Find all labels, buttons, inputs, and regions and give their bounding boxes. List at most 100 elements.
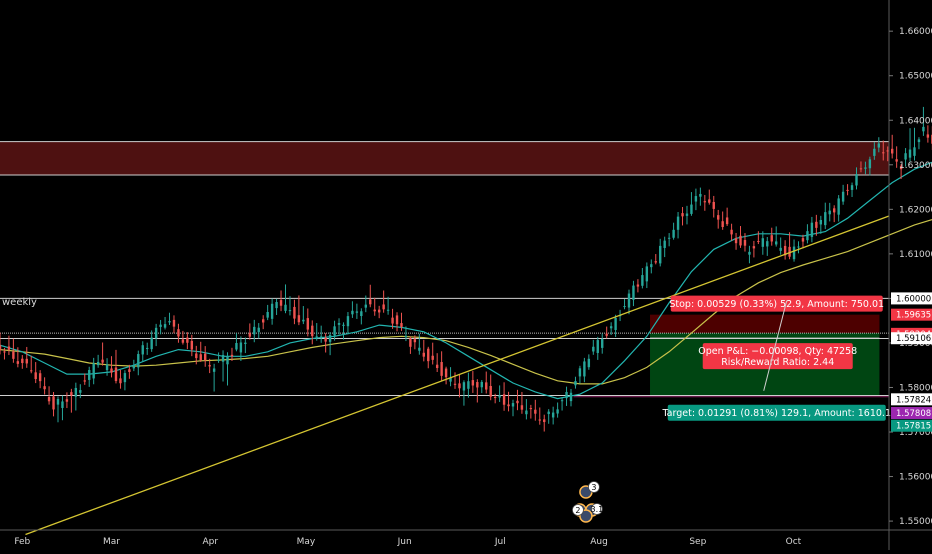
target-label: Target: 0.01291 (0.81%) 129.1, Amount: 1… bbox=[661, 408, 891, 419]
candle-body bbox=[413, 339, 417, 343]
candle-body bbox=[788, 246, 791, 257]
candle-body bbox=[663, 240, 666, 248]
time-tick-label: Oct bbox=[786, 537, 802, 547]
candle-body bbox=[783, 245, 787, 256]
candle-body bbox=[190, 340, 194, 350]
candle-body bbox=[882, 152, 885, 154]
position-connector-line bbox=[763, 300, 788, 391]
candle-body bbox=[159, 324, 162, 327]
candle-body bbox=[275, 302, 278, 309]
candle-body bbox=[34, 372, 37, 380]
candle-body bbox=[757, 240, 760, 242]
candle-body bbox=[587, 358, 591, 368]
candle-body bbox=[137, 354, 140, 368]
candle-body bbox=[609, 326, 613, 329]
candle-body bbox=[596, 340, 599, 353]
candle-body bbox=[204, 353, 207, 361]
candle-body bbox=[239, 342, 243, 353]
candle-body bbox=[748, 251, 751, 255]
candle-body bbox=[899, 166, 903, 170]
candle-body bbox=[712, 201, 715, 209]
time-tick-label: May bbox=[297, 537, 316, 547]
candle-body bbox=[230, 354, 234, 357]
candle-body bbox=[770, 235, 773, 242]
time-tick-label: Mar bbox=[103, 537, 120, 547]
candle-body bbox=[873, 148, 876, 156]
candle-body bbox=[824, 212, 827, 226]
candle-body bbox=[440, 362, 443, 376]
price-badge bbox=[891, 308, 932, 321]
candle-body bbox=[123, 373, 127, 383]
price-tick-label: 1.63000 bbox=[899, 161, 932, 171]
candle-body bbox=[703, 201, 707, 203]
candle-body bbox=[913, 147, 916, 156]
candle-body bbox=[65, 399, 69, 402]
price-tick-label: 1.66000 bbox=[899, 27, 932, 37]
candle-body bbox=[92, 363, 95, 379]
candle-body bbox=[404, 336, 408, 338]
candle-body bbox=[694, 196, 698, 202]
candle-body bbox=[422, 352, 425, 357]
candle-body bbox=[636, 284, 640, 287]
candle-body bbox=[52, 396, 55, 410]
candle-body bbox=[493, 396, 497, 398]
candle-body bbox=[373, 309, 376, 312]
candle-body bbox=[163, 324, 167, 328]
candle-body bbox=[43, 386, 46, 390]
pnl-label-line2: Risk/Reward Ratio: 2.44 bbox=[721, 357, 834, 368]
price-badge bbox=[891, 419, 932, 432]
candle-body bbox=[895, 159, 898, 162]
candle-body bbox=[623, 306, 626, 308]
candle-body bbox=[279, 300, 283, 306]
candle-body bbox=[324, 337, 327, 342]
price-tick-label: 1.56000 bbox=[899, 473, 932, 483]
candle-body bbox=[855, 174, 858, 186]
candle-body bbox=[828, 210, 831, 215]
candle-body bbox=[819, 219, 823, 225]
candle-body bbox=[382, 304, 385, 310]
candle-body bbox=[467, 381, 470, 389]
candle-body bbox=[449, 377, 452, 382]
time-tick-label: Feb bbox=[14, 537, 30, 547]
candle-body bbox=[427, 348, 430, 362]
candle-body bbox=[395, 315, 399, 325]
candle-body bbox=[792, 246, 796, 260]
candle-body bbox=[922, 126, 925, 132]
event-count-left: 2 bbox=[575, 506, 580, 515]
candle-body bbox=[685, 213, 689, 216]
candle-body bbox=[560, 400, 564, 402]
candle-body bbox=[743, 240, 747, 246]
candle-body bbox=[601, 338, 604, 348]
candle-body bbox=[538, 419, 541, 421]
candle-body bbox=[79, 390, 82, 393]
candle-body bbox=[543, 419, 546, 423]
candle-body bbox=[315, 336, 318, 338]
price-tick-label: 1.57000 bbox=[899, 428, 932, 438]
support-trendline bbox=[25, 215, 890, 536]
stop-zone bbox=[650, 314, 880, 334]
candle-body bbox=[25, 358, 28, 364]
candle-body bbox=[917, 139, 921, 143]
candle-body bbox=[333, 326, 336, 336]
candle-body bbox=[725, 217, 729, 225]
candle-body bbox=[16, 361, 20, 364]
candle-body bbox=[574, 381, 577, 386]
candle-body bbox=[534, 409, 537, 414]
candle-body bbox=[485, 382, 488, 390]
candle-body bbox=[547, 411, 550, 415]
candle-body bbox=[886, 150, 889, 152]
candle-body bbox=[529, 408, 533, 410]
candle-body bbox=[431, 355, 434, 360]
candle-body bbox=[150, 337, 153, 350]
candle-body bbox=[645, 266, 649, 282]
event-count-top: 3 bbox=[591, 483, 596, 492]
candle-body bbox=[739, 235, 742, 246]
candle-body bbox=[186, 337, 189, 343]
price-tick-label: 1.64000 bbox=[899, 116, 932, 126]
candle-body bbox=[168, 321, 171, 323]
candle-body bbox=[868, 159, 872, 169]
candle-body bbox=[775, 241, 778, 245]
candle-body bbox=[114, 367, 118, 382]
